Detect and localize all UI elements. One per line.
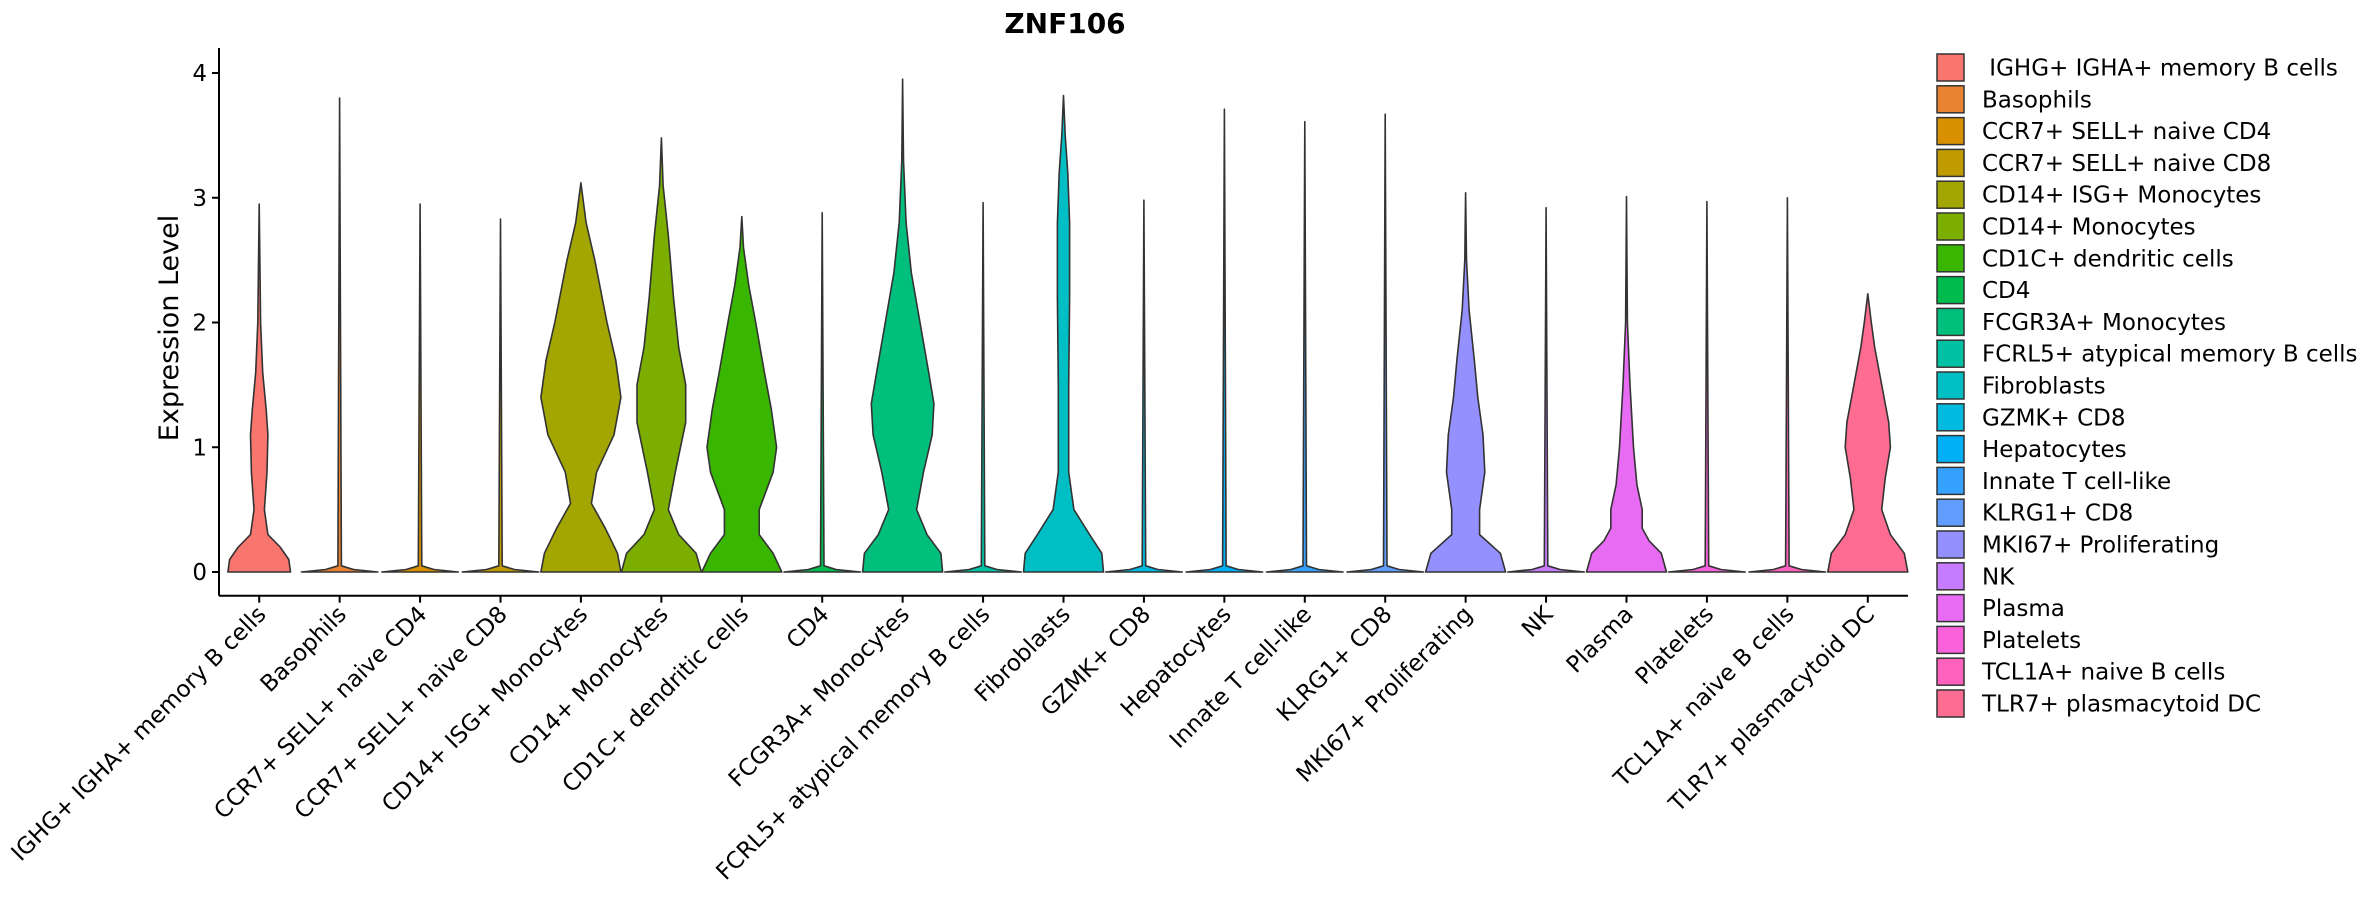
legend-swatch [1936, 85, 1965, 114]
legend: IGHG+ IGHA+ memory B cells Basophils CCR7+… [1936, 53, 2358, 718]
violin-3 [461, 218, 540, 573]
violin-10 [1022, 94, 1105, 573]
violin-2 [381, 203, 460, 573]
legend-swatch [1936, 562, 1965, 591]
violin-6 [701, 215, 783, 573]
x-tick-label: CD4 [782, 602, 835, 655]
legend-swatch [1936, 148, 1965, 178]
legend-label: GZMK+ CD8 [1982, 405, 2126, 431]
legend-label: CD1C+ dendritic cells [1982, 246, 2234, 272]
legend-label: CD4 [1982, 278, 2030, 304]
violin-4 [540, 182, 622, 573]
legend-label: CD14+ ISG+ Monocytes [1982, 183, 2261, 209]
legend-label: FCGR3A+ Monocytes [1982, 310, 2226, 336]
y-axis: 0 1 2 3 4 [192, 48, 220, 596]
legend-label: TLR7+ plasmacytoid DC [1981, 692, 2261, 718]
legend-swatch [1936, 403, 1965, 432]
x-tick-label: IGHG+ IGHA+ memory B cells [7, 602, 272, 867]
x-tick-label: Plasma [1562, 602, 1639, 679]
legend-label: Fibroblasts [1982, 374, 2106, 400]
legend-label: CD14+ Monocytes [1982, 215, 2196, 241]
legend-swatch [1936, 307, 1965, 337]
legend-label: Platelets [1982, 628, 2081, 654]
legend-label: Plasma [1982, 596, 2065, 622]
legend-label: MKI67+ Proliferating [1982, 533, 2219, 559]
legend-swatch [1936, 530, 1965, 559]
legend-swatch [1936, 212, 1965, 241]
legend-label: Innate T cell-like [1982, 469, 2171, 495]
legend-label: TCL1A+ naive B cells [1981, 660, 2225, 686]
legend-swatch [1936, 275, 1965, 305]
legend-label: CCR7+ SELL+ naive CD8 [1982, 151, 2271, 177]
violin-17 [1585, 195, 1668, 573]
legend-label: Basophils [1982, 87, 2092, 113]
legend-label: KLRG1+ CD8 [1982, 501, 2133, 527]
y-tick-label: 1 [192, 435, 207, 461]
legend-swatch [1936, 53, 1965, 82]
y-tick-label: 3 [192, 186, 207, 212]
chart-title: ZNF106 [1004, 7, 1125, 40]
violin-7 [783, 211, 862, 573]
legend-swatch [1936, 180, 1965, 209]
y-tick-label: 4 [192, 61, 207, 87]
violin-18 [1667, 200, 1746, 573]
legend-swatch [1936, 116, 1965, 146]
legend-label: FCRL5+ atypical memory B cells [1982, 342, 2358, 368]
y-tick-label: 2 [192, 311, 207, 337]
legend-swatch [1936, 625, 1965, 655]
violin-20 [1827, 293, 1909, 573]
legend-label: CCR7+ SELL+ naive CD4 [1982, 119, 2271, 145]
legend-swatch [1936, 466, 1965, 496]
violin-1 [300, 97, 379, 573]
legend-label: NK [1982, 564, 2015, 590]
legend-swatch [1936, 434, 1965, 464]
violin-8 [861, 78, 944, 573]
violin-12 [1185, 108, 1264, 573]
x-tick-labels: IGHG+ IGHA+ memory B cellsBasophilsCCR7+… [7, 595, 1880, 885]
legend-label: Hepatocytes [1982, 437, 2127, 463]
legend-swatch [1936, 593, 1965, 623]
violin-14 [1346, 113, 1425, 573]
violin-13 [1265, 120, 1344, 573]
x-tick-label: NK [1517, 601, 1559, 643]
legend-swatch [1936, 689, 1965, 718]
y-axis-label: Expression Level [154, 215, 185, 441]
violin-16 [1507, 206, 1586, 573]
legend-swatch [1936, 339, 1965, 368]
violin-9 [944, 201, 1023, 573]
violin-5 [620, 137, 703, 573]
violin-0 [227, 203, 292, 573]
legend-label: IGHG+ IGHA+ memory B cells [1982, 56, 2338, 82]
legend-swatch [1936, 371, 1965, 400]
violin-15 [1424, 192, 1507, 573]
x-tick-label: Innate T cell-like [1165, 602, 1317, 754]
violin-series [227, 78, 1909, 573]
legend-swatch [1936, 244, 1965, 273]
legend-swatch [1936, 657, 1965, 686]
violin-11 [1104, 199, 1183, 573]
violin-19 [1748, 197, 1827, 573]
legend-swatch [1936, 498, 1965, 527]
x-tick-label: CD14+ Monocytes [504, 602, 673, 771]
y-tick-label: 0 [192, 560, 207, 586]
